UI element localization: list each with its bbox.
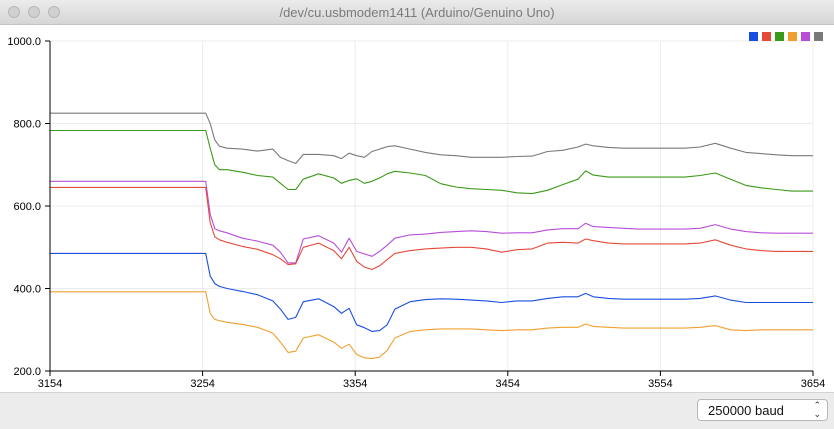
baud-rate-value: 250000 baud bbox=[708, 403, 784, 418]
title-bar: /dev/cu.usbmodem1411 (Arduino/Genuino Un… bbox=[0, 0, 834, 25]
series-line-4 bbox=[50, 186, 813, 271]
x-tick-label: 3554 bbox=[648, 378, 672, 390]
legend-swatch-3 bbox=[775, 32, 784, 41]
y-tick-label: 800.0 bbox=[13, 119, 41, 131]
series-line-2 bbox=[50, 129, 813, 195]
window-title: /dev/cu.usbmodem1411 (Arduino/Genuino Un… bbox=[279, 5, 555, 20]
footer-bar: 250000 baud ⌃ ⌄ bbox=[0, 392, 834, 429]
y-tick-label: 200.0 bbox=[13, 366, 41, 378]
y-tick-label: 400.0 bbox=[13, 284, 41, 296]
baud-rate-select[interactable]: 250000 baud ⌃ ⌄ bbox=[697, 399, 828, 421]
x-tick-label: 3354 bbox=[343, 378, 367, 390]
y-tick-label: 1000.0 bbox=[7, 36, 41, 48]
close-window-button[interactable] bbox=[8, 6, 20, 18]
y-tick-label: 600.0 bbox=[13, 201, 41, 213]
legend-swatch-6 bbox=[814, 32, 823, 41]
legend-swatch-5 bbox=[801, 32, 810, 41]
series-line-5 bbox=[50, 252, 813, 332]
legend-swatch-4 bbox=[788, 32, 797, 41]
x-tick-label: 3254 bbox=[190, 378, 214, 390]
x-tick-label: 3454 bbox=[496, 378, 520, 390]
legend-swatch-1 bbox=[749, 32, 758, 41]
x-tick-label: 3654 bbox=[801, 378, 825, 390]
x-tick-label: 3154 bbox=[38, 378, 62, 390]
legend-swatch-2 bbox=[762, 32, 771, 41]
series-line-1 bbox=[50, 112, 813, 165]
series-line-6 bbox=[50, 291, 813, 360]
zoom-window-button[interactable] bbox=[48, 6, 60, 18]
select-stepper-icon: ⌃ ⌄ bbox=[813, 400, 821, 419]
minimize-window-button[interactable] bbox=[28, 6, 40, 18]
plot-background bbox=[0, 25, 834, 391]
series-line-3 bbox=[50, 180, 813, 264]
serial-plot: 3154 3254 3354 3454 3554 3654 200.0 400.0 600.0 8… bbox=[0, 25, 834, 391]
